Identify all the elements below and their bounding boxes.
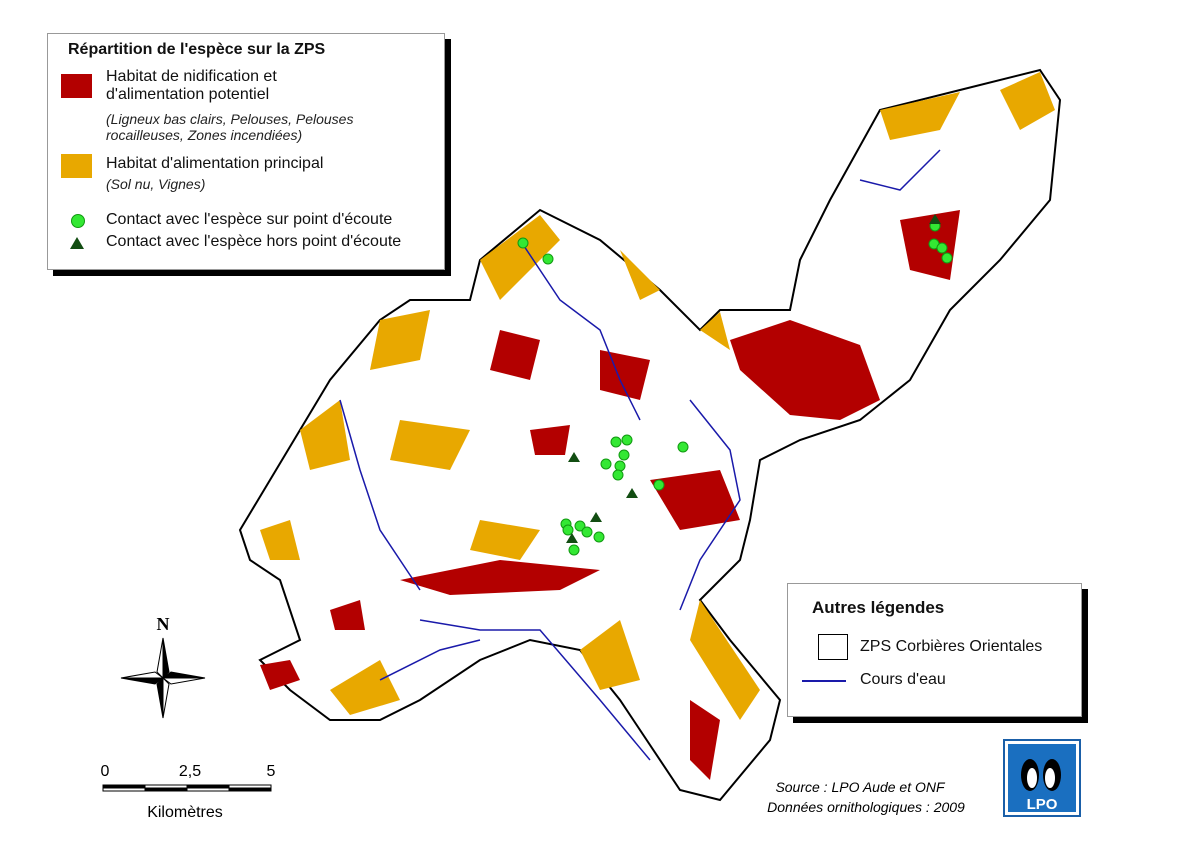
swatch-zps <box>818 634 848 660</box>
scale-label: 0 <box>101 763 110 780</box>
other-legend-title: Autres légendes <box>812 598 945 617</box>
scale-label: 2,5 <box>179 763 201 780</box>
species-legend: Répartition de l'espèce sur la ZPS Habit… <box>47 33 445 270</box>
swatch-point <box>71 214 85 228</box>
contacts-off-point <box>566 214 941 543</box>
other-legend-label: Cours d'eau <box>860 671 946 688</box>
feeding-habitat <box>260 72 1055 720</box>
legend-label: Habitat de nidification et d'alimentatio… <box>106 68 277 103</box>
logo-text: LPO <box>1027 796 1058 813</box>
legend-label: Contact avec l'espèce sur point d'écoute <box>106 211 393 228</box>
legend-label: Contact avec l'espèce hors point d'écout… <box>106 233 402 250</box>
rivers <box>339 149 941 761</box>
other-legend: Autres légendes ZPS Corbières Orientales… <box>787 583 1082 717</box>
contacts-listening-point <box>517 220 953 556</box>
north-label: N <box>157 614 170 634</box>
source: Source : LPO Aude et ONF <box>775 779 946 795</box>
scale-label: 5 <box>267 763 276 780</box>
source: Données ornithologiques : 2009 <box>767 799 965 815</box>
swatch-triangle <box>70 237 84 249</box>
lpo-logo: LPO <box>1003 739 1081 817</box>
legend-detail: (Sol nu, Vignes) <box>106 176 206 192</box>
swatch-nesting <box>61 74 92 98</box>
legend-detail: (Ligneux bas clairs, Pelouses, Pelouses … <box>106 111 354 143</box>
compass <box>120 637 206 719</box>
scale-unit: Kilomètres <box>147 804 223 821</box>
scale-bar <box>102 784 272 792</box>
swatch-feeding <box>61 154 92 178</box>
zps-area <box>238 68 1062 802</box>
legend-label: Habitat d'alimentation principal <box>106 155 324 172</box>
legend-title: Répartition de l'espèce sur la ZPS <box>68 41 326 58</box>
swatch-river <box>802 680 846 682</box>
other-legend-label: ZPS Corbières Orientales <box>860 638 1043 655</box>
